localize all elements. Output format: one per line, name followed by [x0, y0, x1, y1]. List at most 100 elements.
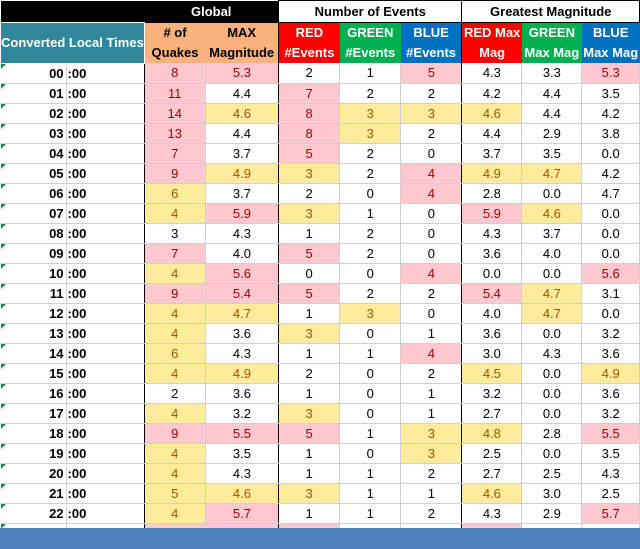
- hour-cell[interactable]: 11: [0, 283, 67, 304]
- quakes-header[interactable]: # of Quakes: [144, 22, 206, 63]
- red-events-cell[interactable]: 1: [278, 383, 341, 404]
- green-events-cell[interactable]: 1: [339, 203, 402, 224]
- red-max-mag-cell[interactable]: 2.7: [461, 403, 523, 424]
- blue-max-mag-cell[interactable]: 5.5: [581, 423, 640, 444]
- minute-cell[interactable]: :00: [66, 223, 145, 244]
- blue-events-cell[interactable]: 2: [400, 363, 463, 384]
- green-max-mag-cell[interactable]: 4.6: [521, 203, 583, 224]
- hour-cell[interactable]: 19: [0, 443, 67, 464]
- max-magnitude-cell[interactable]: 3.2: [205, 403, 280, 424]
- blue-max-mag-cell[interactable]: 3.5: [581, 83, 640, 104]
- green-max-mag-header[interactable]: GREEN Max Mag: [521, 22, 582, 63]
- number-of-events-header[interactable]: Number of Events: [278, 0, 463, 23]
- red-max-mag-cell[interactable]: 5.4: [461, 283, 523, 304]
- red-max-mag-cell[interactable]: 4.0: [461, 303, 523, 324]
- red-max-mag-cell[interactable]: 0.0: [461, 263, 523, 284]
- green-events-header[interactable]: GREEN #Events: [339, 22, 401, 63]
- green-max-mag-cell[interactable]: 0.0: [521, 403, 583, 424]
- red-events-cell[interactable]: 1: [278, 343, 341, 364]
- green-events-cell[interactable]: 2: [339, 283, 402, 304]
- quakes-cell[interactable]: 4: [144, 323, 206, 344]
- red-max-mag-cell[interactable]: 4.5: [461, 363, 523, 384]
- hour-cell[interactable]: 09: [0, 243, 67, 264]
- minute-cell[interactable]: :00: [66, 243, 145, 264]
- blue-events-header[interactable]: BLUE #Events: [400, 22, 463, 63]
- max-magnitude-cell[interactable]: 3.5: [205, 443, 280, 464]
- blue-max-mag-cell[interactable]: 3.2: [581, 403, 640, 424]
- max-magnitude-cell[interactable]: 4.6: [205, 103, 280, 124]
- hour-cell[interactable]: 16: [0, 383, 67, 404]
- red-max-mag-cell[interactable]: 3.6: [461, 243, 523, 264]
- hour-cell[interactable]: 21: [0, 483, 67, 504]
- hour-cell[interactable]: 01: [0, 83, 67, 104]
- max-magnitude-cell[interactable]: 4.4: [205, 123, 280, 144]
- blue-events-cell[interactable]: 4: [400, 263, 463, 284]
- max-magnitude-cell[interactable]: 4.3: [205, 343, 280, 364]
- green-events-cell[interactable]: 1: [339, 63, 402, 84]
- blue-max-mag-header[interactable]: BLUE Max Mag: [581, 22, 640, 63]
- max-magnitude-cell[interactable]: 4.4: [205, 83, 280, 104]
- quakes-cell[interactable]: 9: [144, 283, 206, 304]
- red-events-cell[interactable]: 1: [278, 443, 341, 464]
- red-max-mag-header[interactable]: RED Max Mag: [461, 22, 522, 63]
- hour-cell[interactable]: 20: [0, 463, 67, 484]
- global-header[interactable]: Global: [144, 0, 279, 23]
- green-events-cell[interactable]: 0: [339, 403, 402, 424]
- green-max-mag-cell[interactable]: 0.0: [521, 183, 583, 204]
- green-max-mag-cell[interactable]: 4.4: [521, 103, 583, 124]
- green-events-cell[interactable]: 0: [339, 323, 402, 344]
- red-max-mag-cell[interactable]: 4.9: [461, 163, 523, 184]
- blue-max-mag-cell[interactable]: 0.0: [581, 223, 640, 244]
- green-max-mag-cell[interactable]: 0.0: [521, 323, 583, 344]
- max-magnitude-cell[interactable]: 3.6: [205, 323, 280, 344]
- green-events-cell[interactable]: 0: [339, 263, 402, 284]
- blue-max-mag-cell[interactable]: 3.2: [581, 323, 640, 344]
- quakes-cell[interactable]: 2: [144, 383, 206, 404]
- red-events-cell[interactable]: 3: [278, 203, 341, 224]
- max-magnitude-header[interactable]: MAX Magnitude: [205, 22, 280, 63]
- blue-events-cell[interactable]: 2: [400, 503, 463, 524]
- blue-events-cell[interactable]: 2: [400, 83, 463, 104]
- quakes-cell[interactable]: 4: [144, 403, 206, 424]
- blue-max-mag-cell[interactable]: 2.5: [581, 483, 640, 504]
- hour-cell[interactable]: 06: [0, 183, 67, 204]
- minute-cell[interactable]: :00: [66, 103, 145, 124]
- red-events-cell[interactable]: 5: [278, 143, 341, 164]
- quakes-cell[interactable]: 4: [144, 503, 206, 524]
- blue-max-mag-cell[interactable]: 3.6: [581, 383, 640, 404]
- max-magnitude-cell[interactable]: 4.0: [205, 243, 280, 264]
- minute-cell[interactable]: :00: [66, 503, 145, 524]
- red-events-cell[interactable]: 7: [278, 83, 341, 104]
- green-events-cell[interactable]: 3: [339, 123, 402, 144]
- green-events-cell[interactable]: 3: [339, 103, 402, 124]
- red-events-cell[interactable]: 0: [278, 263, 341, 284]
- hour-cell[interactable]: 05: [0, 163, 67, 184]
- blue-max-mag-cell[interactable]: 3.1: [581, 283, 640, 304]
- hour-cell[interactable]: 04: [0, 143, 67, 164]
- quakes-cell[interactable]: 4: [144, 463, 206, 484]
- minute-cell[interactable]: :00: [66, 443, 145, 464]
- blue-max-mag-cell[interactable]: 4.7: [581, 183, 640, 204]
- blue-events-cell[interactable]: 2: [400, 283, 463, 304]
- blue-events-cell[interactable]: 0: [400, 223, 463, 244]
- blue-events-cell[interactable]: 0: [400, 203, 463, 224]
- red-max-mag-cell[interactable]: 4.4: [461, 123, 523, 144]
- red-max-mag-cell[interactable]: 5.9: [461, 203, 523, 224]
- green-max-mag-cell[interactable]: 2.9: [521, 123, 583, 144]
- hour-cell[interactable]: 12: [0, 303, 67, 324]
- red-max-mag-cell[interactable]: 4.8: [461, 423, 523, 444]
- blue-events-cell[interactable]: 1: [400, 483, 463, 504]
- blue-max-mag-cell[interactable]: 0.0: [581, 143, 640, 164]
- max-magnitude-cell[interactable]: 4.9: [205, 163, 280, 184]
- red-events-cell[interactable]: 2: [278, 363, 341, 384]
- blue-events-cell[interactable]: 3: [400, 423, 463, 444]
- red-events-cell[interactable]: 2: [278, 183, 341, 204]
- green-events-cell[interactable]: 0: [339, 443, 402, 464]
- green-max-mag-cell[interactable]: 3.5: [521, 143, 583, 164]
- max-magnitude-cell[interactable]: 3.7: [205, 143, 280, 164]
- green-max-mag-cell[interactable]: 4.7: [521, 283, 583, 304]
- quakes-cell[interactable]: 13: [144, 123, 206, 144]
- minute-cell[interactable]: :00: [66, 283, 145, 304]
- max-magnitude-cell[interactable]: 5.9: [205, 203, 280, 224]
- blue-events-cell[interactable]: 2: [400, 463, 463, 484]
